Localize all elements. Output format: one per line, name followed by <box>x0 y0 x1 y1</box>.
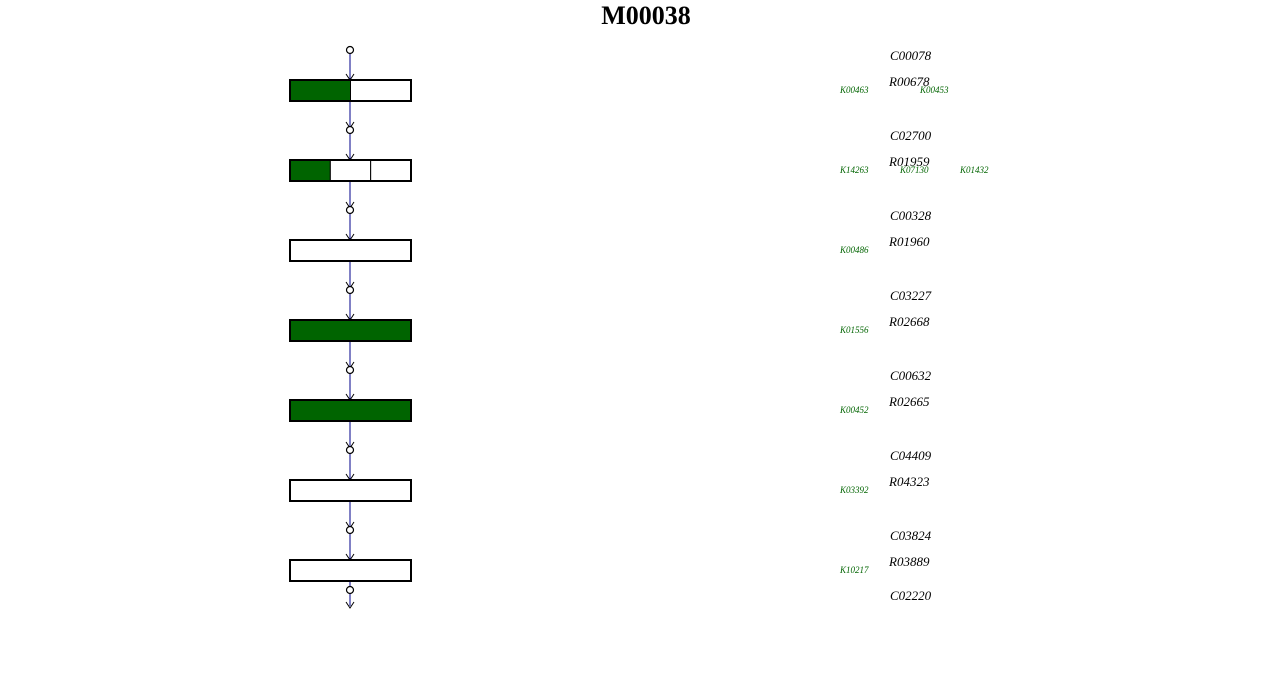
title: M00038 <box>601 1 691 30</box>
ko-label: K00486 <box>839 245 869 255</box>
compound-node <box>345 125 355 135</box>
arrow-head <box>345 153 355 161</box>
reaction-box-segment <box>289 559 412 582</box>
compound-node <box>345 365 355 375</box>
compound-node <box>345 285 355 295</box>
arrow-head <box>345 233 355 241</box>
reaction-box-segment <box>289 319 412 342</box>
compound-label: C04409 <box>890 448 932 463</box>
reaction-box-segment <box>289 479 412 502</box>
arrow-head <box>345 553 355 561</box>
ko-label: K00452 <box>839 405 869 415</box>
compound-label: C02700 <box>890 128 932 143</box>
reaction-box-segment <box>370 159 412 182</box>
reaction-box-segment <box>289 79 351 102</box>
compound-node <box>345 525 355 535</box>
reaction-label: R01960 <box>888 234 930 249</box>
ko-label: K10217 <box>839 565 869 575</box>
arrow-head <box>345 73 355 81</box>
ko-label: K07130 <box>899 165 929 175</box>
ko-label: K00463 <box>839 85 869 95</box>
arrow-head <box>345 601 355 609</box>
compound-label: C00328 <box>890 208 932 223</box>
compound-node <box>345 445 355 455</box>
reaction-label: R02668 <box>888 314 930 329</box>
reaction-label: R01959 <box>888 154 930 169</box>
ko-label: K03392 <box>839 485 869 495</box>
arrow-head <box>345 473 355 481</box>
reaction-label: R02665 <box>888 394 930 409</box>
reaction-box-segment <box>329 159 372 182</box>
ko-label: K14263 <box>839 165 869 175</box>
reaction-label: R00678 <box>888 74 930 89</box>
compound-node <box>345 45 355 55</box>
compound-label: C00632 <box>890 368 932 383</box>
reaction-label: R03889 <box>888 554 930 569</box>
arrow-head <box>345 393 355 401</box>
compound-label: C00078 <box>890 48 932 63</box>
compound-label: C02220 <box>890 588 932 603</box>
reaction-box-segment <box>289 399 412 422</box>
compound-node <box>345 585 355 595</box>
ko-label: K01556 <box>839 325 869 335</box>
ko-label: K00453 <box>919 85 949 95</box>
reaction-box-segment <box>289 239 412 262</box>
reaction-box-segment <box>350 79 412 102</box>
ko-label: K01432 <box>959 165 989 175</box>
compound-label: C03227 <box>890 288 932 303</box>
arrow-head <box>345 313 355 321</box>
compound-label: C03824 <box>890 528 932 543</box>
compound-node <box>345 205 355 215</box>
reaction-label: R04323 <box>888 474 930 489</box>
reaction-box-segment <box>289 159 331 182</box>
